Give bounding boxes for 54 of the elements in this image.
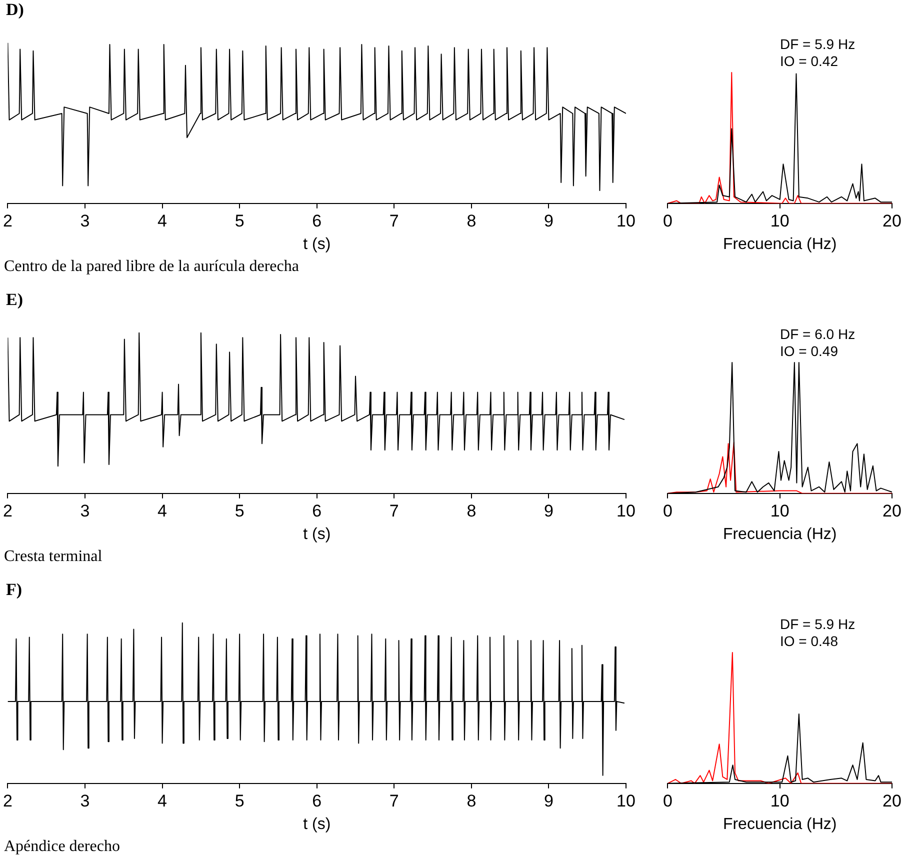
text: IO = 0.42 — [780, 53, 839, 70]
text: IO = 0.49 — [780, 343, 839, 360]
x-tick-label: 6 — [312, 211, 322, 230]
x-tick-label: 20 — [882, 501, 902, 520]
text: IO = 0.48 — [780, 633, 839, 650]
x-tick-label: 2 — [2, 791, 12, 810]
text: DF = 5.9 Hz — [780, 36, 856, 53]
x-tick-label: 10 — [770, 211, 790, 230]
x-tick-label: 8 — [466, 211, 476, 230]
x-tick-label: 4 — [158, 501, 168, 520]
text: Centro de la pared libre de la aurícula derecha — [4, 258, 299, 276]
x-axis-title: Frecuencia (Hz) — [722, 816, 837, 833]
text: Apéndice derecho — [4, 838, 120, 856]
x-tick-label: 7 — [389, 791, 399, 810]
chart-title: F) — [6, 580, 22, 600]
x-tick-label: 0 — [662, 791, 672, 810]
x-tick-label: 7 — [389, 501, 399, 520]
x-tick-label: 2 — [2, 211, 12, 230]
x-tick-label: 5 — [234, 211, 244, 230]
x-tick-label: 7 — [389, 211, 399, 230]
x-tick-label: 5 — [234, 501, 244, 520]
x-tick-label: 10 — [616, 791, 636, 810]
x-tick-label: 10 — [770, 501, 790, 520]
chart-title: D) — [6, 0, 24, 20]
x-tick-label: 4 — [158, 791, 168, 810]
x-tick-label: 10 — [616, 501, 636, 520]
x-tick-label: 2 — [2, 501, 12, 520]
x-tick-label: 0 — [662, 211, 672, 230]
x-tick-label: 3 — [80, 211, 90, 230]
x-tick-label: 3 — [80, 791, 90, 810]
x-axis-title: Frecuencia (Hz) — [722, 236, 837, 253]
x-tick-label: 10 — [770, 791, 790, 810]
x-axis-title: Frecuencia (Hz) — [722, 526, 837, 543]
x-tick-label: 6 — [312, 501, 322, 520]
text: Cresta terminal — [4, 548, 102, 566]
x-tick-label: 5 — [234, 791, 244, 810]
x-tick-label: 9 — [544, 791, 554, 810]
x-tick-label: 20 — [882, 791, 902, 810]
x-tick-label: 8 — [466, 791, 476, 810]
x-axis-title: t (s) — [303, 816, 331, 833]
x-axis-title: t (s) — [303, 236, 331, 253]
text: DF = 5.9 Hz — [780, 616, 856, 633]
x-tick-label: 8 — [466, 501, 476, 520]
x-tick-label: 4 — [158, 211, 168, 230]
x-tick-label: 9 — [544, 501, 554, 520]
chart-title: E) — [6, 290, 23, 310]
x-axis-title: t (s) — [303, 526, 331, 543]
x-tick-label: 10 — [616, 211, 636, 230]
x-tick-label: 6 — [312, 791, 322, 810]
text: DF = 6.0 Hz — [780, 326, 856, 343]
x-tick-label: 3 — [80, 501, 90, 520]
x-tick-label: 20 — [882, 211, 902, 230]
x-tick-label: 9 — [544, 211, 554, 230]
x-tick-label: 0 — [662, 501, 672, 520]
